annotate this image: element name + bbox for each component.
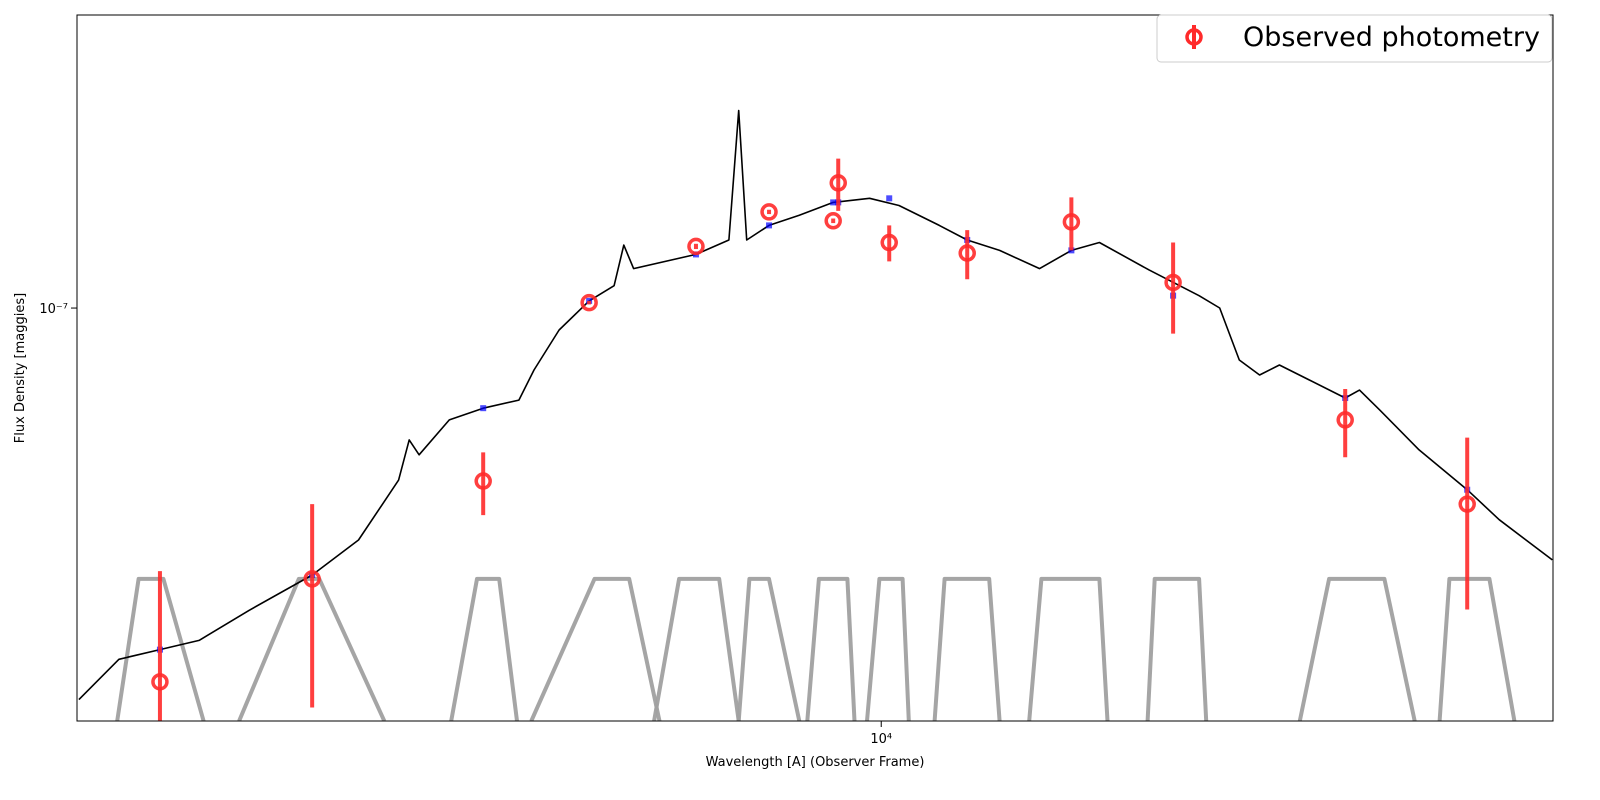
- filter-curve: [1297, 576, 1417, 721]
- observed-point: [1062, 213, 1081, 231]
- observed-point: [474, 472, 492, 490]
- observed-point: [829, 174, 847, 192]
- filter-curve: [1027, 576, 1110, 721]
- observed-point: [880, 233, 898, 252]
- observed-point: [1336, 411, 1354, 429]
- observed-point: [303, 570, 321, 588]
- legend-label: Observed photometry: [1243, 22, 1540, 53]
- filter-curve: [115, 576, 206, 721]
- filter-curve: [449, 576, 519, 721]
- legend: Observed photometry: [1156, 14, 1553, 63]
- observed-point: [958, 244, 976, 262]
- filter-curve: [932, 576, 1002, 721]
- axes-frame: [76, 14, 1554, 722]
- filter-curve: [1437, 576, 1517, 721]
- model-spectrum: [78, 109, 1553, 701]
- legend-box: [1156, 14, 1553, 63]
- plot-area: [78, 109, 1553, 721]
- filter-curve: [805, 576, 857, 721]
- y-tick-label: 10⁻⁷: [39, 302, 68, 317]
- filter-curve: [237, 576, 387, 721]
- observed-point: [824, 212, 842, 230]
- observed-point: [580, 293, 598, 312]
- filter-curve: [529, 576, 662, 721]
- observed-point: [1458, 495, 1476, 513]
- filter-curve: [652, 576, 741, 721]
- filter-curve: [1145, 576, 1209, 721]
- observed-point: [687, 237, 705, 256]
- filter-curve: [736, 576, 802, 721]
- observed-point: [151, 673, 169, 691]
- model-photometry: [830, 199, 837, 206]
- axes: 10⁴ 10⁻⁷: [39, 302, 892, 747]
- legend-marker: [1185, 28, 1203, 46]
- model-photometry: [766, 222, 773, 229]
- model-photometry: [480, 405, 487, 412]
- x-axis-label: Wavelength [A] (Observer Frame): [706, 755, 925, 770]
- y-axis-label: Flux Density [maggies]: [13, 293, 28, 443]
- model-photometry: [886, 195, 893, 202]
- x-tick-label: 10⁴: [870, 732, 892, 747]
- observed-point: [1164, 273, 1182, 292]
- filter-curve: [865, 576, 911, 721]
- observed-point: [760, 203, 778, 221]
